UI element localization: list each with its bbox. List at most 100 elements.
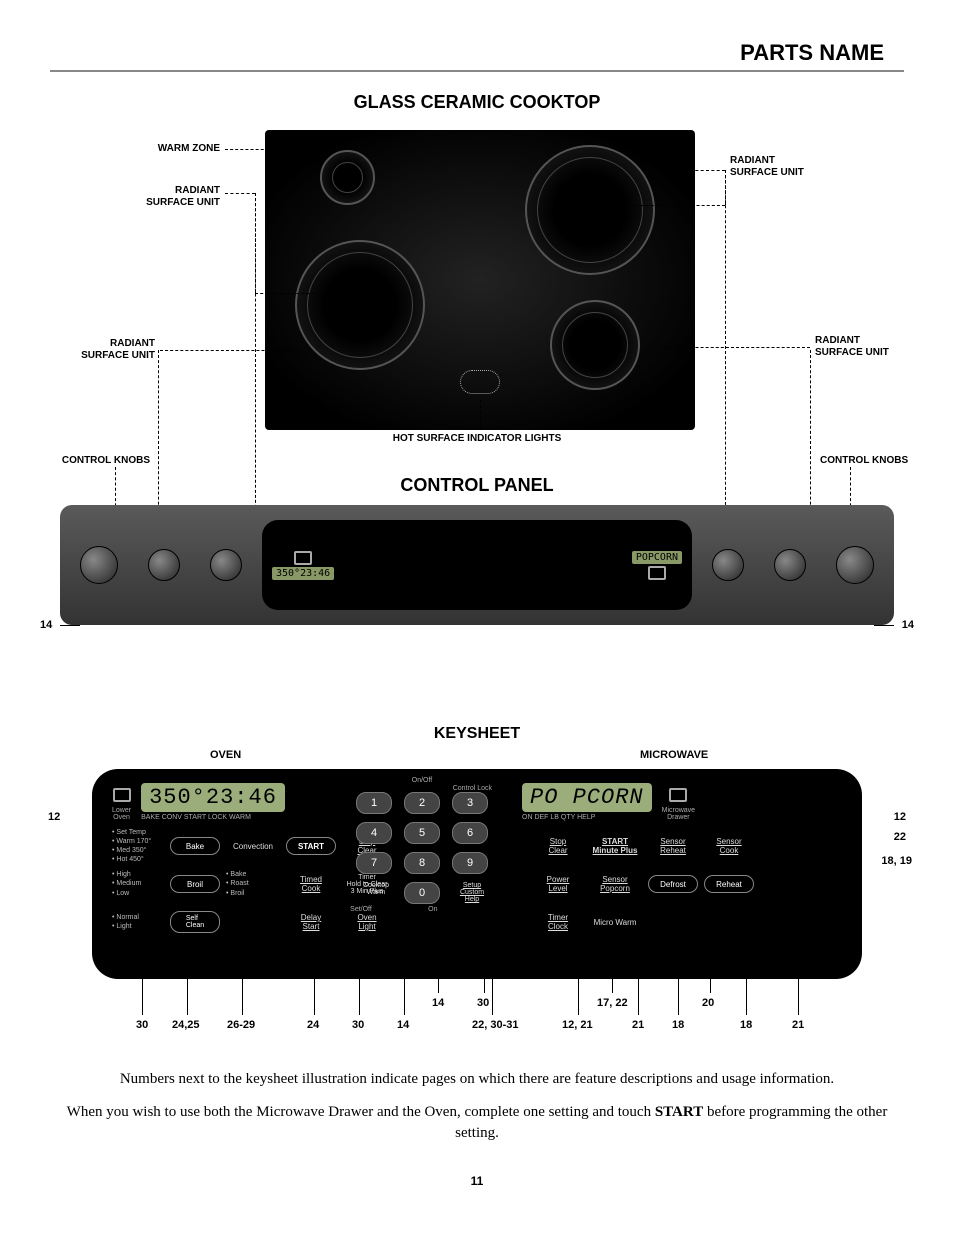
page-ref: 20 [702, 997, 714, 1009]
hint-settemp: • Set Temp • Warm 170° • Med 350° • Hot … [112, 828, 162, 864]
cooktop-section-title: GLASS CERAMIC COOKTOP [50, 92, 904, 113]
numpad-9[interactable]: 9 [452, 852, 488, 874]
keysheet-section: KEYSHEET OVEN MICROWAVE 12 12 22 18, 19 … [50, 725, 904, 1039]
control-knob[interactable] [148, 549, 180, 581]
numpad-on-label: On [428, 906, 437, 913]
oven-display-sub: BAKE CONV START LOCK WARM [141, 814, 285, 821]
page-ref: 21 [792, 1019, 804, 1031]
cooktop-surface [265, 130, 695, 430]
page-ref: 24 [307, 1019, 319, 1031]
delay-start-button[interactable]: Delay Start [286, 913, 336, 931]
convection-button[interactable]: Convection [226, 842, 280, 851]
control-panel-keypad: 350°23:46 POPCORN [262, 520, 692, 610]
drawer-icon [648, 566, 666, 580]
page-ref: 12, 21 [562, 1019, 593, 1031]
oven-mini-display: 350°23:46 [272, 567, 334, 580]
page-ref: 14 [432, 997, 444, 1009]
page-ref: 18 [672, 1019, 684, 1031]
cooktop-warm-button[interactable]: Cooktop Warm [356, 882, 396, 904]
numpad: 1 2 3 4 5 6 7 8 9 Cooktop Warm 0 Setup C… [342, 792, 502, 904]
numpad-6[interactable]: 6 [452, 822, 488, 844]
keysheet-header-oven: OVEN [210, 749, 241, 761]
footer-text: Numbers next to the keysheet illustratio… [50, 1069, 904, 1144]
numpad-2[interactable]: 2 [404, 792, 440, 814]
leader-line [874, 625, 894, 626]
power-level-button[interactable]: Power Level [534, 875, 582, 893]
broil-button[interactable]: Broil [170, 875, 220, 893]
leader-line [160, 350, 300, 351]
hot-surface-indicator [460, 370, 500, 394]
microwave-display-sub: ON DEF LB QTY HELP [522, 814, 652, 821]
label-radiant-bl: RADIANT SURFACE UNIT [50, 338, 155, 362]
page-ref: 18 [740, 1019, 752, 1031]
page-ref-22-right: 22 [894, 831, 906, 843]
page-ref: 30 [136, 1019, 148, 1031]
keysheet-panel: Lower Oven 350°23:46 BAKE CONV START LOC… [92, 769, 862, 979]
page-ref: 22, 30-31 [472, 1019, 518, 1031]
mw-stop-clear-button[interactable]: Stop Clear [534, 837, 582, 855]
leader-line [60, 625, 80, 626]
lower-oven-icon [113, 788, 131, 802]
control-knob[interactable] [80, 546, 118, 584]
leader-line [610, 205, 725, 206]
defrost-button[interactable]: Defrost [648, 875, 698, 893]
lower-oven-label: Lower Oven [112, 807, 131, 821]
page-ref-1819-right: 18, 19 [881, 855, 912, 867]
mw-start-button[interactable]: START Minute Plus [588, 837, 642, 855]
control-knob[interactable] [836, 546, 874, 584]
keysheet-header-labels: OVEN MICROWAVE [50, 749, 904, 769]
oven-display: 350°23:46 [141, 783, 285, 812]
radiant-burner-bl [295, 240, 425, 370]
control-knob[interactable] [712, 549, 744, 581]
numpad-5[interactable]: 5 [404, 822, 440, 844]
numpad-setoff-label: Set/Off [350, 906, 372, 913]
numpad-area: Control Lock 1 2 3 4 5 6 7 8 9 Cooktop W… [322, 783, 522, 910]
numpad-4[interactable]: 4 [356, 822, 392, 844]
oven-light-button[interactable]: Oven Light [342, 913, 392, 931]
mw-mini-display: POPCORN [632, 551, 682, 564]
setup-help-button[interactable]: Setup Custom Help [452, 882, 492, 904]
microwave-drawer-icon [669, 788, 687, 802]
numpad-onoff-label: On/Off [322, 777, 522, 784]
keysheet-header-microwave: MICROWAVE [640, 749, 708, 761]
page-ref: 21 [632, 1019, 644, 1031]
self-clean-button[interactable]: Self Clean [170, 911, 220, 933]
sensor-reheat-button[interactable]: Sensor Reheat [648, 837, 698, 855]
page-ref: 30 [477, 997, 489, 1009]
bake-button[interactable]: Bake [170, 837, 220, 855]
footer-p2: When you wish to use both the Microwave … [50, 1102, 904, 1144]
radiant-burner-br [550, 300, 640, 390]
keysheet-bottom-callouts: 14 30 17, 22 20 30 24,25 26-29 24 30 14 … [92, 979, 862, 1039]
sensor-popcorn-button[interactable]: Sensor Popcorn [588, 875, 642, 893]
control-knob[interactable] [774, 549, 806, 581]
page-ref: 24,25 [172, 1019, 200, 1031]
microwave-display: PO PCORN [522, 783, 652, 812]
numpad-1[interactable]: 1 [356, 792, 392, 814]
reheat-button[interactable]: Reheat [704, 875, 754, 893]
microwave-button-grid: Stop Clear START Minute Plus Sensor Rehe… [534, 829, 842, 939]
numpad-0[interactable]: 0 [404, 882, 440, 904]
control-knob[interactable] [210, 549, 242, 581]
timer-clock-button[interactable]: Timer Clock [534, 913, 582, 931]
hint-normallight: • Normal • Light [112, 913, 162, 931]
leader-line [225, 193, 255, 194]
page-ref-14-right: 14 [902, 619, 914, 631]
sensor-cook-button[interactable]: Sensor Cook [704, 837, 754, 855]
micro-warm-button[interactable]: Micro Warm [588, 918, 642, 927]
page-ref: 26-29 [227, 1019, 255, 1031]
oven-display-area: Lower Oven 350°23:46 BAKE CONV START LOC… [112, 783, 322, 939]
warm-zone-burner [320, 150, 375, 205]
numpad-3[interactable]: 3 [452, 792, 488, 814]
label-control-knobs-l: CONTROL KNOBS [30, 455, 150, 467]
numpad-7[interactable]: 7 [356, 852, 392, 874]
leader-line [725, 170, 726, 520]
microwave-drawer-label: Microwave Drawer [662, 807, 695, 821]
control-panel: 350°23:46 POPCORN [60, 505, 894, 625]
page-number: 11 [50, 1174, 904, 1188]
numpad-8[interactable]: 8 [404, 852, 440, 874]
oven-icon [294, 551, 312, 565]
keysheet-title: KEYSHEET [50, 725, 904, 743]
page-ref: 17, 22 [597, 997, 628, 1009]
leader-line [255, 193, 256, 523]
label-radiant-tr: RADIANT SURFACE UNIT [730, 155, 850, 179]
